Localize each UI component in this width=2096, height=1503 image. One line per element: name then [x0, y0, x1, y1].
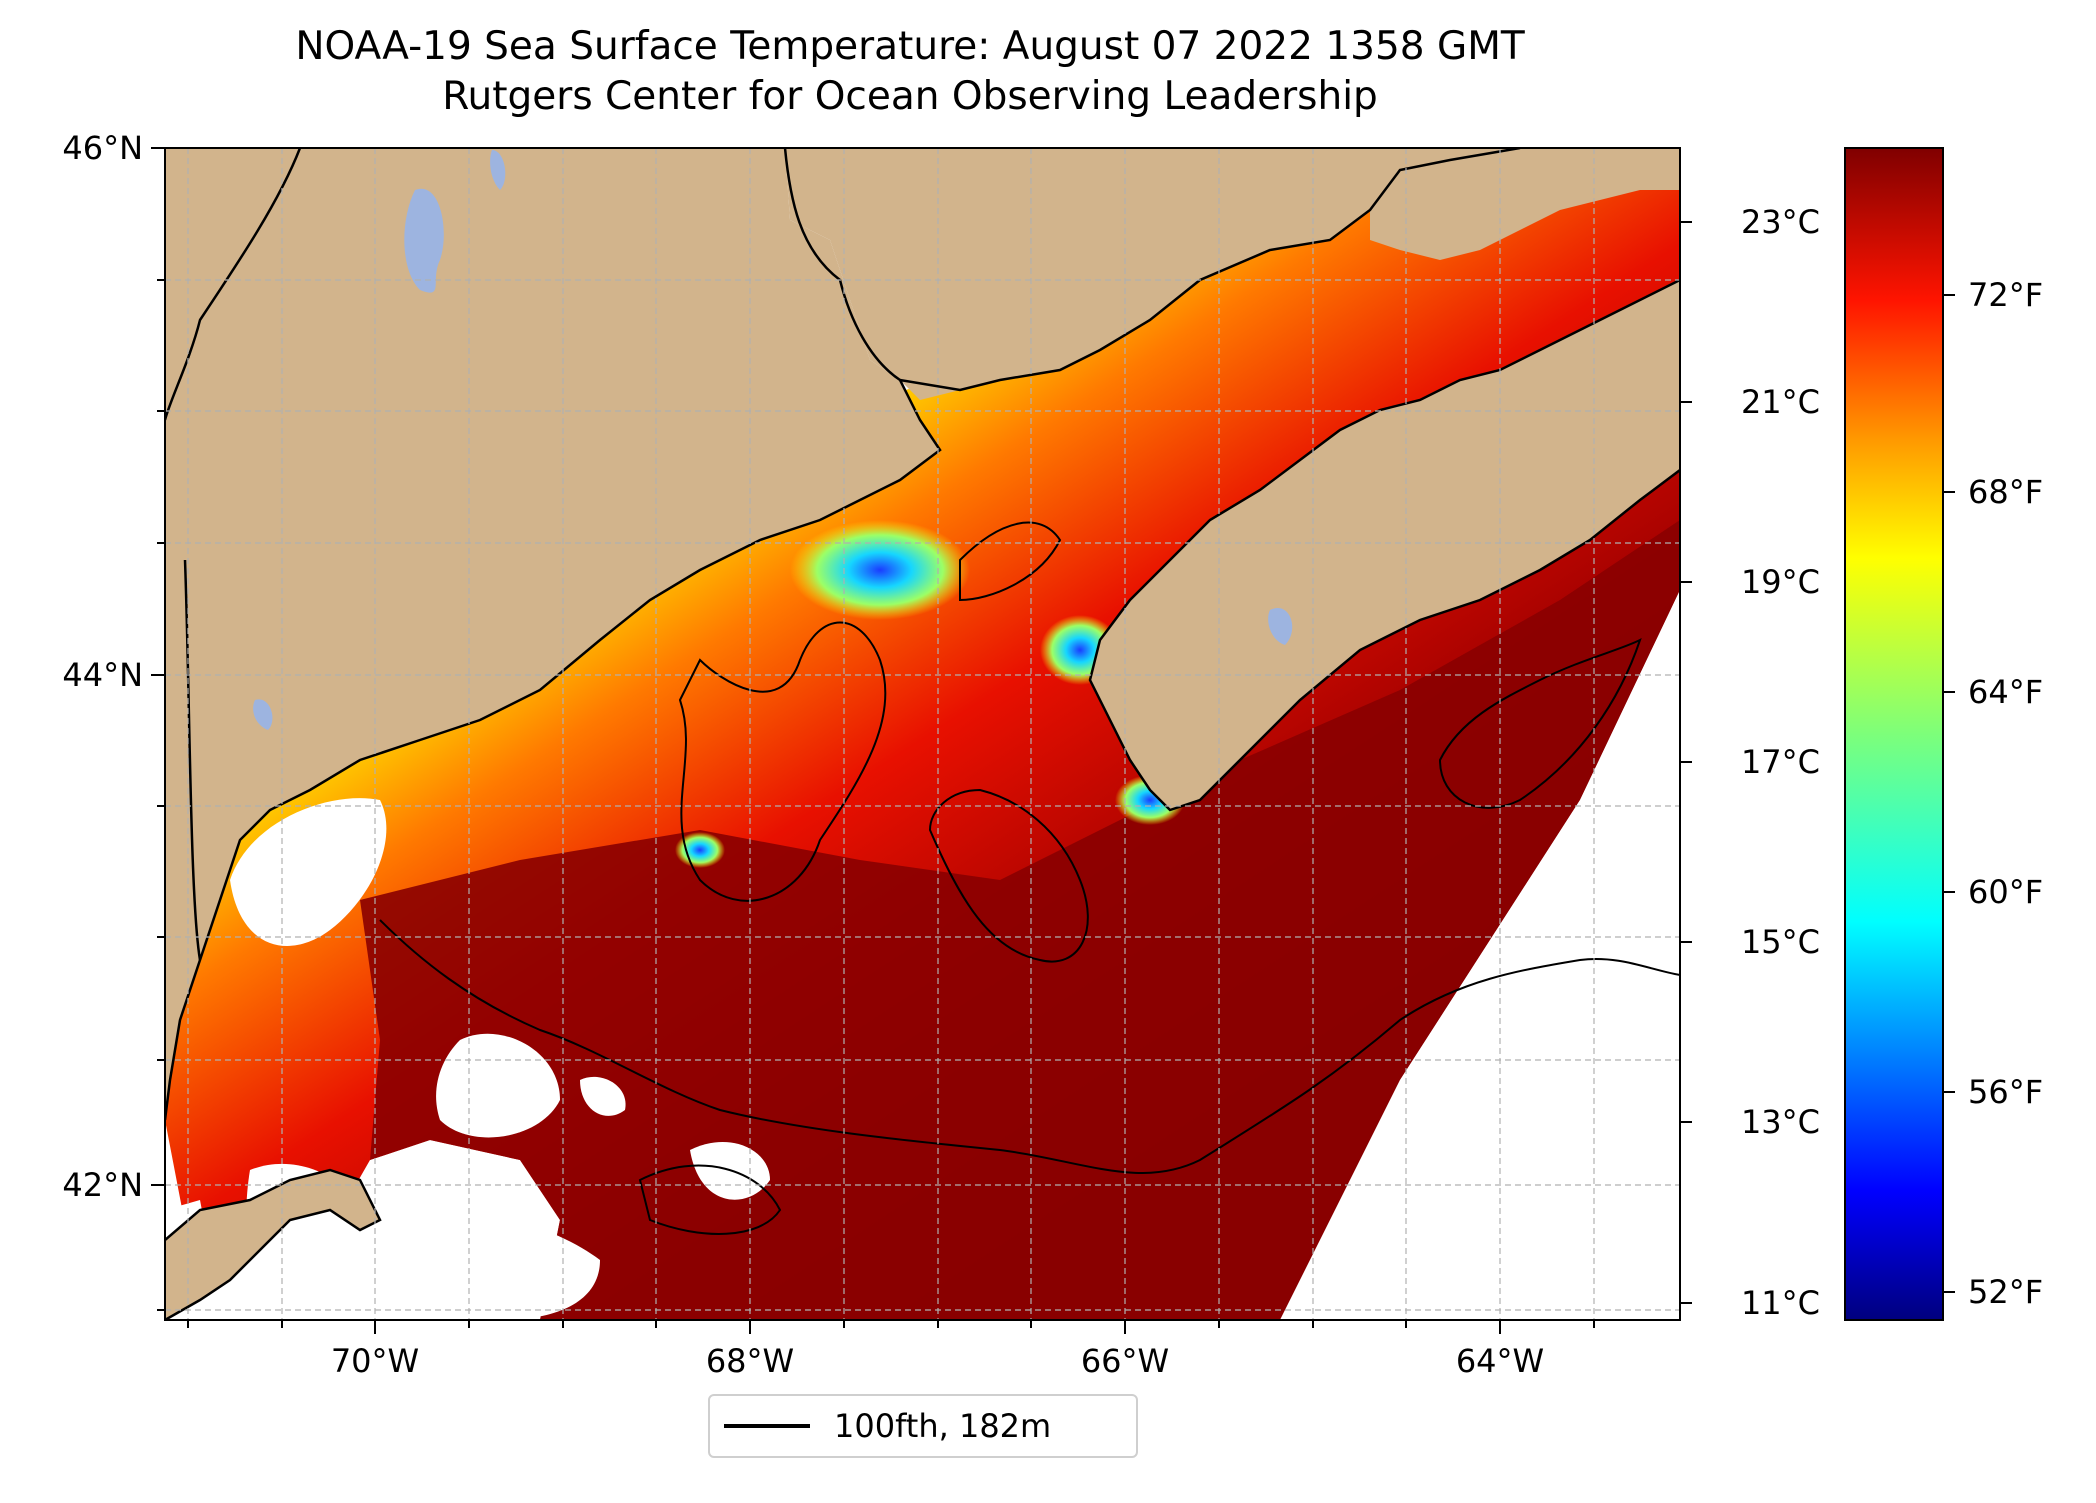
fahrenheit-tick-label: 64°F — [1968, 673, 2043, 711]
lat-tick-label: 44°N — [62, 656, 143, 694]
cloud-gap — [580, 1076, 626, 1116]
celsius-tick-label: 15°C — [1741, 923, 1820, 961]
map-plot-area — [165, 148, 1680, 1320]
lon-tick-label: 68°W — [706, 1342, 794, 1380]
lake — [490, 150, 506, 190]
celsius-tick-label: 17°C — [1741, 743, 1820, 781]
land-nova-scotia — [1090, 280, 1680, 810]
state-border — [165, 148, 302, 421]
celsius-tick-label: 19°C — [1741, 563, 1820, 601]
lat-tick-label: 46°N — [62, 129, 143, 167]
lake — [1268, 608, 1293, 645]
grid-lines — [165, 148, 1680, 1320]
cold-patch — [675, 832, 725, 868]
lat-tick-label: 42°N — [62, 1166, 143, 1204]
cloud-gap — [420, 1213, 600, 1320]
longitude-axis: 70°W 68°W 66°W 64°W — [187, 1320, 1595, 1380]
bathymetry-contour-100fth — [379, 919, 1680, 1174]
legend-label: 100fth, 182m — [834, 1407, 1052, 1445]
fahrenheit-tick-label: 56°F — [1968, 1073, 2043, 1111]
legend: 100fth, 182m — [708, 1394, 1138, 1458]
fahrenheit-tick-label: 72°F — [1968, 276, 2043, 314]
celsius-tick-label: 13°C — [1741, 1103, 1820, 1141]
colorbar — [1844, 147, 1944, 1321]
coastline — [165, 148, 1521, 1121]
fahrenheit-tick-label: 60°F — [1968, 873, 2043, 911]
warm-water-region — [360, 520, 1680, 1320]
plot-frame — [164, 147, 1681, 1321]
bathymetry-contour-100fth — [638, 1164, 782, 1235]
celsius-tick-label: 23°C — [1741, 203, 1820, 241]
celsius-tick-label: 11°C — [1741, 1284, 1820, 1322]
colorbar-fahrenheit-axis: 72°F 68°F 64°F 60°F 56°F 52°F — [1943, 276, 2043, 1311]
fahrenheit-tick-label: 52°F — [1968, 1273, 2043, 1311]
colorbar-celsius-axis: 23°C 21°C 19°C 17°C 15°C 13°C 11°C — [1680, 203, 1820, 1322]
state-border — [183, 559, 202, 961]
chart-title: NOAA-19 Sea Surface Temperature: August … — [0, 22, 1820, 122]
lon-tick-label: 70°W — [331, 1342, 419, 1380]
lake — [404, 188, 444, 293]
swath-edge-nodata — [1280, 590, 1680, 1320]
fahrenheit-tick-label: 68°F — [1968, 473, 2043, 511]
land-us-mainland — [165, 148, 940, 1120]
bathymetry-contour-100fth — [928, 788, 1089, 963]
cloud-gap — [230, 798, 387, 946]
lake — [253, 699, 273, 730]
title-line-2: Rutgers Center for Ocean Observing Leade… — [442, 74, 1378, 119]
latitude-axis: 46°N 44°N 42°N — [62, 129, 165, 1311]
coastline-cape-cod — [165, 1168, 382, 1320]
legend-line-swatch — [724, 1424, 810, 1428]
bathymetry-contour-100fth — [959, 521, 1062, 602]
land-northeast — [1370, 148, 1680, 260]
cold-patch — [790, 520, 970, 620]
bathymetry-contour-100fth — [1438, 638, 1642, 809]
celsius-tick-label: 21°C — [1741, 383, 1820, 421]
lon-tick-label: 64°W — [1456, 1342, 1544, 1380]
coastline-nova-scotia — [1088, 278, 1680, 812]
lon-tick-label: 66°W — [1081, 1342, 1169, 1380]
title-line-1: NOAA-19 Sea Surface Temperature: August … — [295, 24, 1525, 69]
land-new-brunswick — [785, 148, 1520, 400]
bathymetry-contour-100fth — [678, 621, 887, 902]
